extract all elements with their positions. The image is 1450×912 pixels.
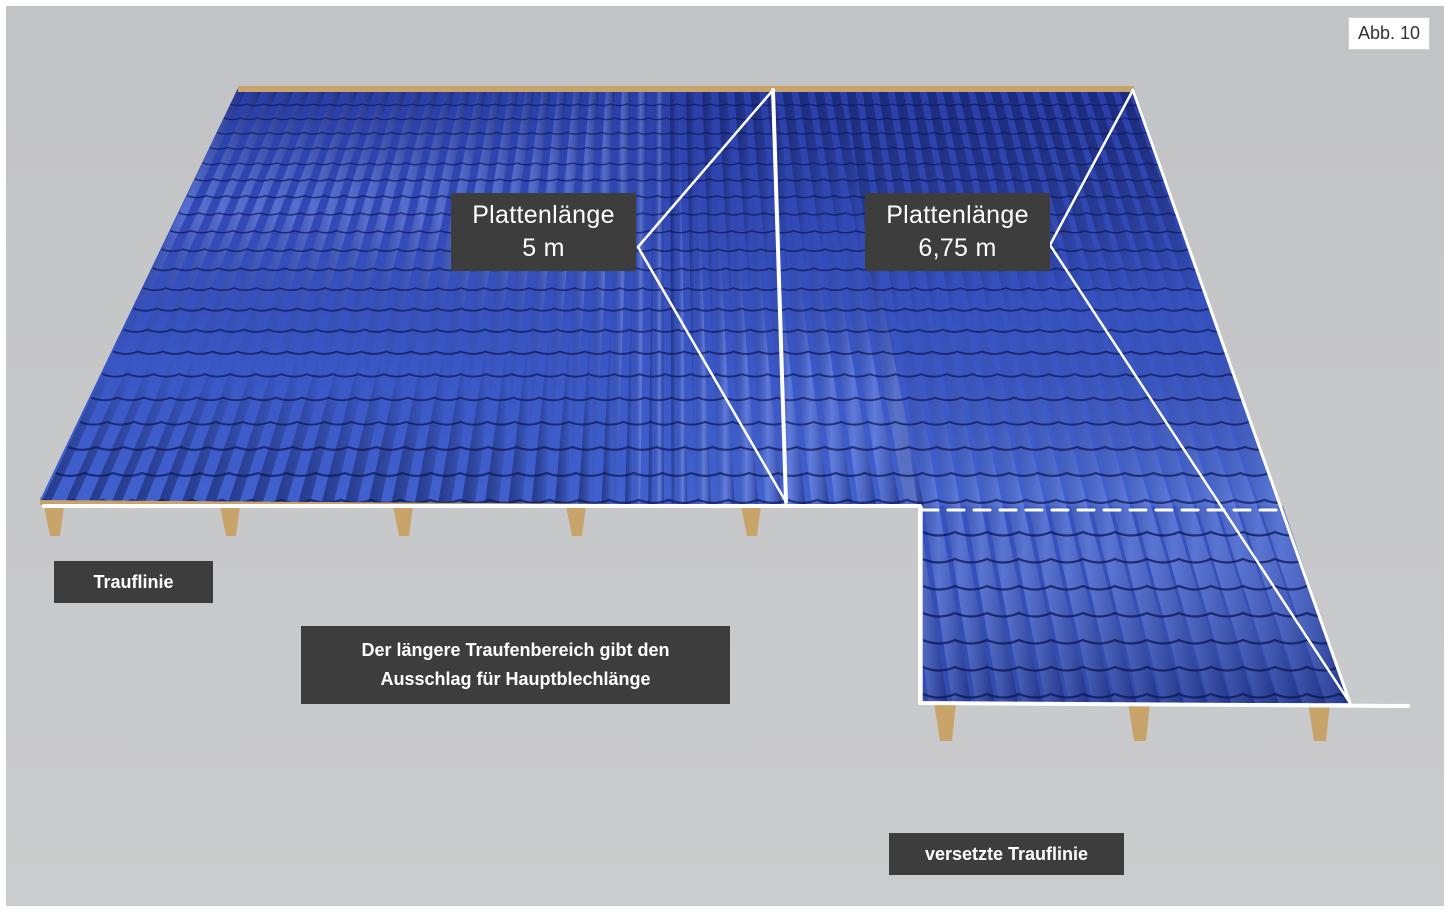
tile-course	[90, 396, 1252, 402]
eave-line-label: Trauflinie	[54, 561, 213, 603]
tile-course	[922, 665, 1340, 672]
tile-course	[922, 692, 1350, 699]
tile-rib	[156, 88, 327, 506]
tile-rib	[461, 88, 535, 506]
offset-eave-label: versetzte Trauflinie	[889, 833, 1124, 875]
eave-outline	[42, 504, 1410, 708]
tile-rib	[734, 88, 782, 506]
batten-leg	[566, 506, 586, 536]
tile-rib	[250, 88, 391, 506]
tile-course	[223, 117, 1160, 121]
tile-rib	[320, 88, 439, 506]
tile-rib	[40, 88, 247, 506]
offset-eave-text: versetzte Trauflinie	[924, 843, 1089, 864]
tile-rib	[133, 88, 311, 506]
tile-course	[922, 584, 1340, 591]
tile-rows	[42, 103, 1350, 699]
plate-lines	[42, 88, 1410, 708]
plate-length-left-title: Plattenlänge	[472, 201, 615, 229]
tile-rib	[1022, 88, 1208, 703]
tile-rib	[1118, 88, 1350, 703]
tile-rib	[507, 88, 567, 506]
batten-leg	[393, 506, 413, 536]
plate-length-right-title: Plattenlänge	[886, 201, 1029, 229]
batten-leg	[1128, 703, 1150, 741]
tile-rib	[578, 88, 615, 506]
tile-course	[194, 178, 1167, 182]
tile-course	[79, 420, 1277, 426]
batten-leg	[1308, 703, 1330, 741]
tile-course	[67, 445, 1274, 451]
sheet-divider-line	[771, 88, 788, 504]
tile-ribs	[40, 88, 1350, 703]
eave-line-text: Trauflinie	[93, 571, 174, 592]
tile-rib	[484, 88, 551, 506]
tile-rib	[798, 88, 877, 506]
tile-course	[133, 307, 1233, 312]
batten-leg	[934, 703, 956, 741]
tile-rib	[63, 88, 264, 506]
tile-rib	[554, 88, 599, 506]
plate-length-left-label: Plattenlänge 5 m	[451, 193, 636, 271]
tile-course	[123, 328, 1233, 333]
tile-course	[922, 557, 1308, 564]
tile-rib	[624, 88, 647, 506]
tile-course	[216, 131, 1162, 135]
tile-rib	[1102, 88, 1326, 703]
tile-rib	[110, 88, 295, 506]
tile-course	[102, 373, 1255, 378]
tile-rib	[227, 88, 375, 506]
tile-course	[209, 146, 1164, 150]
note-line-2: Ausschlag für Hauptblechlänge	[380, 669, 651, 689]
tile-course	[55, 471, 1299, 477]
tile-rib	[686, 88, 711, 506]
tile-rib	[531, 88, 583, 506]
tile-course	[112, 350, 1231, 355]
tile-rib	[814, 88, 901, 506]
tile-course	[922, 611, 1340, 618]
tile-course	[922, 638, 1340, 645]
ridge-batten	[238, 86, 1134, 92]
tile-rib	[782, 88, 853, 506]
tile-rib	[390, 88, 487, 506]
tile-rib	[180, 88, 343, 506]
plate-length-right-value: 6,75 m	[918, 234, 997, 262]
tile-rib	[297, 88, 423, 506]
tile-course	[42, 498, 1295, 504]
tile-rib	[367, 88, 471, 506]
tile-rib	[648, 88, 664, 506]
plate-left-pointer	[636, 88, 788, 504]
batten-leg	[44, 506, 64, 536]
plate-length-left-value: 5 m	[522, 234, 565, 262]
tile-rib	[344, 88, 455, 506]
tile-rib	[414, 88, 503, 506]
note-line-1: Der längere Traufenbereich gibt den	[361, 640, 670, 660]
roof-edge-line	[1131, 88, 1352, 705]
batten-leg	[220, 506, 240, 536]
plate-length-right-label: Plattenlänge 6,75 m	[865, 193, 1050, 271]
batten-leg	[741, 506, 761, 536]
tile-rib	[1070, 88, 1279, 703]
tile-course	[922, 530, 1308, 537]
tile-rib	[766, 88, 830, 506]
tile-rib	[203, 88, 359, 506]
tile-rib	[273, 88, 407, 506]
tile-rib	[86, 88, 280, 506]
tile-course	[142, 287, 1211, 292]
plate-right-pointer	[1048, 88, 1352, 705]
tile-rib	[601, 88, 631, 506]
figure-label: Abb. 10	[1348, 17, 1430, 50]
tile-rib	[670, 88, 688, 506]
note-label: Der längere Traufenbereich gibt den Auss…	[301, 626, 730, 704]
tile-course	[202, 162, 1166, 166]
tile-rib	[437, 88, 519, 506]
tile-rib	[1038, 88, 1232, 703]
tile-rib	[1054, 88, 1255, 703]
tile-course	[230, 103, 1141, 107]
tile-rib	[718, 88, 759, 506]
